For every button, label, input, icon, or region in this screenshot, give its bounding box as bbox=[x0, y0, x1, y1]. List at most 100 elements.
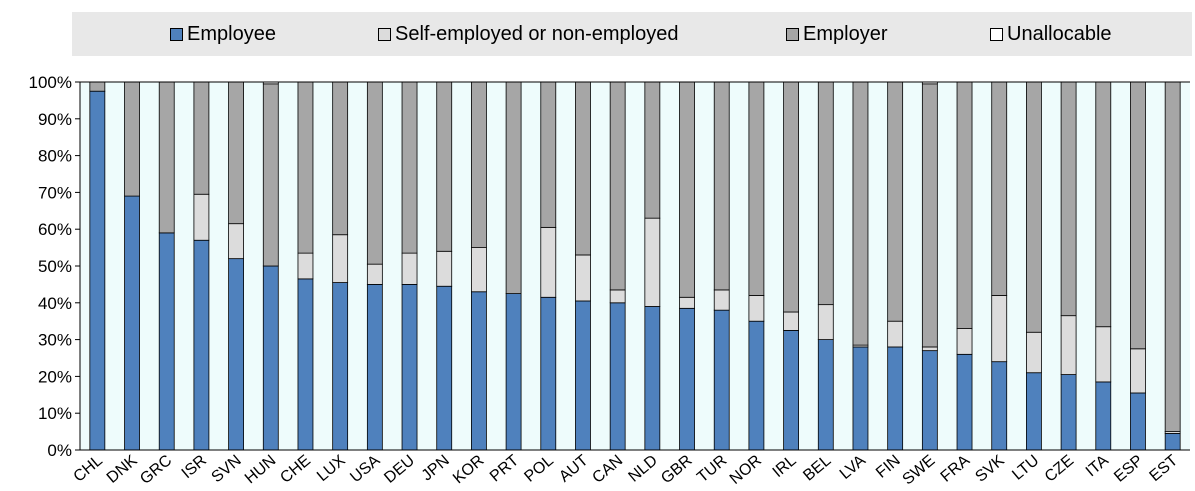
bar-segment-che-0 bbox=[297, 278, 314, 451]
legend-label: Unallocable bbox=[1007, 22, 1112, 45]
bar-segment-ita-1 bbox=[1095, 326, 1112, 383]
bar-segment-can-1 bbox=[609, 289, 626, 304]
bar-segment-irl-2 bbox=[783, 81, 799, 313]
bar-segment-ita-0 bbox=[1095, 381, 1112, 451]
x-tick-label: KOR bbox=[450, 452, 487, 487]
x-tick-label: FRA bbox=[938, 452, 974, 486]
bar-segment-nld-2 bbox=[644, 81, 661, 219]
y-tick-label: 0% bbox=[47, 441, 72, 460]
x-tick-label: BEL bbox=[800, 452, 834, 485]
y-tick-label: 20% bbox=[38, 367, 72, 386]
legend-swatch bbox=[990, 27, 1003, 41]
bar-segment-jpn-1 bbox=[436, 250, 453, 287]
x-tick-label: NOR bbox=[727, 452, 765, 488]
bar-segment-chl-0 bbox=[89, 90, 106, 451]
bar-segment-isr-0 bbox=[193, 239, 210, 451]
bar-segment-pol-2 bbox=[540, 81, 557, 228]
bar-segment-tur-0 bbox=[713, 309, 730, 451]
x-tick-label: SVN bbox=[209, 452, 245, 486]
bar-segment-can-0 bbox=[609, 302, 626, 451]
bar-segment-swe-1 bbox=[921, 346, 938, 352]
x-tick-label: FIN bbox=[873, 452, 904, 482]
bar-segment-aut-1 bbox=[575, 254, 591, 302]
x-tick-label: SWE bbox=[900, 452, 939, 488]
bar-segment-jpn-0 bbox=[436, 285, 453, 451]
bar-segment-fra-0 bbox=[956, 353, 973, 451]
bar-segment-gbr-0 bbox=[679, 307, 695, 451]
legend-label: Employee bbox=[187, 22, 276, 45]
bar-segment-deu-1 bbox=[401, 252, 418, 285]
x-tick-label: POL bbox=[521, 452, 557, 486]
x-tick-label: HUN bbox=[242, 452, 279, 487]
y-tick-label: 90% bbox=[38, 110, 72, 129]
bar-segment-bel-0 bbox=[817, 339, 834, 451]
bar-segment-aut-0 bbox=[575, 300, 591, 451]
x-tick-label: AUT bbox=[556, 452, 592, 486]
bar-segment-svn-0 bbox=[228, 258, 244, 451]
legend-label: Employer bbox=[803, 22, 888, 45]
x-tick-label: DEU bbox=[381, 452, 418, 487]
x-tick-label: ITA bbox=[1083, 452, 1112, 480]
y-tick-label: 100% bbox=[29, 73, 72, 92]
y-tick-label: 10% bbox=[38, 404, 72, 423]
bar-segment-fin-1 bbox=[887, 320, 904, 348]
y-tick-label: 80% bbox=[38, 147, 72, 166]
y-tick-label: 40% bbox=[38, 294, 72, 313]
x-tick-label: CZE bbox=[1042, 452, 1077, 486]
bar-segment-che-1 bbox=[297, 252, 314, 280]
bar-segment-che-2 bbox=[297, 81, 314, 254]
bar-segment-swe-2 bbox=[921, 83, 938, 348]
bar-segment-prt-2 bbox=[505, 81, 522, 295]
bar-segment-aut-2 bbox=[575, 81, 591, 256]
bar-segment-swe-0 bbox=[921, 350, 938, 451]
y-tick-label: 50% bbox=[38, 257, 72, 276]
bar-segment-deu-2 bbox=[401, 81, 418, 254]
legend-item-self-employed: Self-employed or non-employed bbox=[378, 12, 679, 56]
bar-segment-est-0 bbox=[1164, 433, 1181, 451]
bar-segment-kor-2 bbox=[471, 81, 487, 249]
legend-swatch bbox=[170, 27, 183, 41]
bar-segment-bel-2 bbox=[817, 81, 834, 306]
bar-segment-tur-2 bbox=[713, 81, 730, 291]
x-tick-label: EST bbox=[1146, 452, 1181, 485]
legend-swatch bbox=[786, 27, 799, 41]
bar-segment-nld-1 bbox=[644, 217, 661, 307]
bar-segment-svk-0 bbox=[991, 361, 1008, 451]
x-tick-label: GBR bbox=[658, 452, 695, 487]
legend-swatch bbox=[378, 27, 391, 41]
bar-segment-gbr-2 bbox=[679, 81, 695, 298]
bar-segment-cze-2 bbox=[1060, 81, 1077, 317]
y-tick-label: 30% bbox=[38, 331, 72, 350]
x-tick-label: LUX bbox=[314, 452, 349, 485]
legend-label: Self-employed or non-employed bbox=[395, 22, 679, 45]
bar-segment-cze-1 bbox=[1060, 315, 1077, 375]
bar-segment-nor-1 bbox=[748, 295, 765, 322]
bar-segment-tur-1 bbox=[713, 289, 730, 311]
bar-segment-kor-0 bbox=[471, 291, 487, 451]
bar-segment-hun-0 bbox=[262, 265, 279, 451]
bar-segment-lux-1 bbox=[332, 234, 349, 283]
y-tick-label: 70% bbox=[38, 183, 72, 202]
bar-segment-esp-2 bbox=[1130, 81, 1146, 350]
bar-segment-svn-1 bbox=[228, 223, 244, 260]
bar-segment-svk-2 bbox=[991, 81, 1008, 296]
bar-segment-bel-1 bbox=[817, 304, 834, 341]
x-tick-label: TUR bbox=[694, 452, 730, 486]
bar-segment-pol-1 bbox=[540, 226, 557, 298]
bar-segment-irl-0 bbox=[783, 329, 799, 451]
bar-segment-ltu-2 bbox=[1026, 81, 1042, 333]
bar-segment-nld-0 bbox=[644, 306, 661, 451]
bar-segment-irl-1 bbox=[783, 311, 799, 331]
x-tick-label: ISR bbox=[179, 452, 210, 482]
x-tick-label: LTU bbox=[1009, 452, 1042, 484]
bar-segment-lux-2 bbox=[332, 81, 349, 236]
bar-segment-usa-2 bbox=[366, 81, 383, 265]
bar-segment-gbr-1 bbox=[679, 296, 695, 309]
bar-segment-dnk-2 bbox=[124, 81, 140, 197]
bar-segment-isr-1 bbox=[193, 193, 210, 241]
bar-segment-fin-2 bbox=[887, 81, 904, 322]
x-tick-label: PRT bbox=[487, 452, 522, 486]
bar-segment-nor-2 bbox=[748, 81, 765, 296]
legend: Employee Self-employed or non-employed E… bbox=[72, 12, 1192, 56]
